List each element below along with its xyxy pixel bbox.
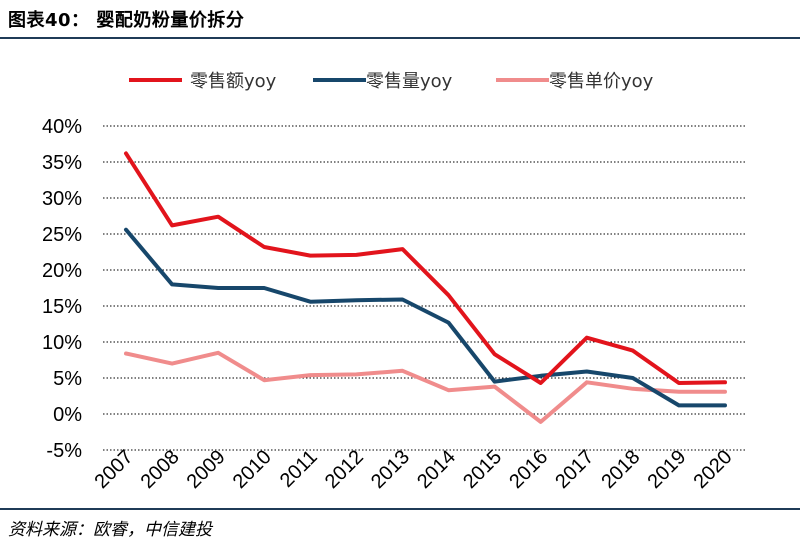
legend-label: 零售单价yoy bbox=[549, 71, 654, 92]
x-tick-label: 2010 bbox=[229, 446, 276, 493]
series-line-2 bbox=[124, 350, 727, 424]
x-tick-label: 2008 bbox=[137, 446, 184, 493]
x-tick-label: 2016 bbox=[505, 446, 552, 493]
x-tick-label: 2019 bbox=[643, 446, 690, 493]
y-tick-label: 15% bbox=[42, 296, 82, 318]
series-lines bbox=[124, 151, 727, 424]
x-tick-label: 2015 bbox=[459, 446, 506, 493]
series-line-0 bbox=[124, 151, 727, 385]
y-tick-label: 10% bbox=[42, 332, 82, 354]
x-tick-label: 2013 bbox=[367, 446, 414, 493]
line-chart: -5% 0% 5% 10% 15% 20% 25% 30% 35% 40% 2007 2008 200… bbox=[42, 71, 745, 493]
y-tick-label: 5% bbox=[53, 368, 82, 390]
y-axis-ticks: -5% 0% 5% 10% 15% 20% 25% 30% 35% 40% bbox=[42, 116, 82, 462]
x-tick-label: 2012 bbox=[321, 446, 368, 493]
y-tick-label: -5% bbox=[46, 440, 82, 462]
y-tick-label: 0% bbox=[53, 404, 82, 426]
figure-title: 图表40： 婴配奶粉量价拆分 bbox=[8, 10, 245, 31]
x-tick-label: 2020 bbox=[690, 446, 737, 493]
series-line-1 bbox=[124, 227, 727, 408]
y-tick-label: 25% bbox=[42, 224, 82, 246]
y-tick-label: 20% bbox=[42, 260, 82, 282]
legend-label: 零售额yoy bbox=[190, 71, 277, 92]
x-tick-label: 2009 bbox=[183, 446, 230, 493]
legend-label: 零售量yoy bbox=[366, 71, 453, 92]
bottom-divider bbox=[0, 508, 800, 510]
x-tick-label: 2018 bbox=[597, 446, 644, 493]
top-divider bbox=[0, 37, 800, 39]
x-tick-label: 2017 bbox=[551, 446, 598, 493]
y-tick-label: 35% bbox=[42, 152, 82, 174]
legend: 零售额yoy 零售量yoy 零售单价yoy bbox=[129, 71, 654, 92]
x-tick-label: 2011 bbox=[276, 446, 322, 492]
x-axis-ticks: 2007 2008 2009 2010 2011 2012 2013 2014 2015 2016… bbox=[91, 446, 737, 493]
y-tick-label: 30% bbox=[42, 188, 82, 210]
x-tick-label: 2014 bbox=[413, 446, 460, 493]
source-note: 资料来源：欧睿，中信建投 bbox=[8, 520, 212, 540]
x-tick-label: 2007 bbox=[91, 446, 138, 493]
y-tick-label: 40% bbox=[42, 116, 82, 138]
